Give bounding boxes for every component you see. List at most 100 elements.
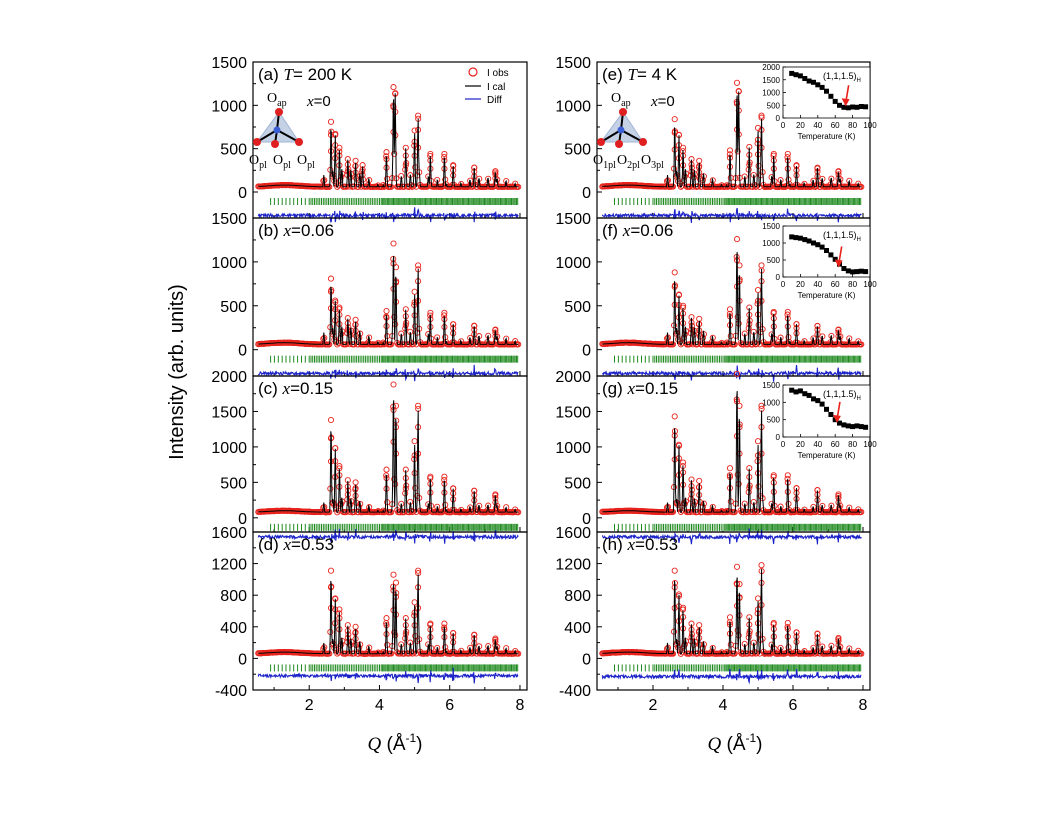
inset-point [845, 423, 851, 429]
panel-label: (g) x=0.15 [602, 379, 678, 398]
y-tick-label: 1600 [211, 525, 247, 542]
temp-symbol: T [284, 65, 295, 84]
obs-point [754, 286, 762, 294]
obs-point [383, 615, 390, 622]
y-axis-label: Intensity (arb. units) [166, 284, 188, 460]
inset-x-tick-label: 40 [813, 121, 822, 130]
inset-peak-label: (1,1,1.5)H [823, 71, 861, 84]
inset-point [837, 102, 842, 108]
obs-point [334, 341, 341, 348]
obs-point [677, 183, 684, 190]
series-cal [602, 91, 862, 188]
obs-point [671, 269, 678, 276]
obs-point [677, 341, 684, 348]
obs-point [784, 472, 791, 479]
obs-point [671, 413, 678, 420]
obs-point [383, 307, 390, 315]
label-o-planar-1: O1pl [593, 153, 616, 171]
inset-point [797, 235, 803, 241]
inset-point [850, 424, 856, 430]
inset-point [815, 398, 821, 404]
inset-point [824, 406, 829, 412]
inset-point [789, 234, 795, 240]
obs-point [411, 599, 418, 606]
x-value: =0.15 [290, 379, 333, 398]
x-tick-label: 8 [516, 697, 525, 714]
series-cal [602, 252, 862, 346]
panel-h: -400 0 400 800 1200 1600 2 4 6 8 (h) x=0.53 [555, 525, 871, 714]
obs-point [726, 147, 734, 154]
oxygen-atom [619, 108, 627, 116]
obs-point [726, 465, 734, 472]
inset-point [854, 423, 860, 429]
panel-g: 0 500 1000 1500 2000 (g) x=0.15 0 500 1000 1500 0 2… [555, 369, 877, 545]
obs-point [754, 124, 762, 131]
inset-peak-label: (1,1,1.5)H [823, 389, 861, 402]
oxygen-atom [639, 138, 647, 146]
inset-e: 0 500 1000 1500 2000 0 20 40 60 80 100 Temperature … [762, 63, 877, 141]
inset-y-tick-label: 1500 [762, 76, 780, 85]
obs-point [327, 275, 335, 282]
obs-point [336, 144, 343, 151]
inset-point [832, 98, 838, 104]
y-tick-label: 1200 [555, 557, 591, 574]
series-diff [602, 364, 862, 382]
panel-x-label: x=0 [650, 93, 675, 110]
inset-point [819, 84, 825, 90]
inset-point [845, 268, 851, 274]
y-tick-label: 0 [238, 185, 247, 202]
panel-letter: (b) [258, 221, 284, 240]
inset-x-tick-label: 80 [848, 440, 857, 449]
inset-point [832, 417, 838, 423]
x-symbol: x [283, 535, 292, 554]
obs-point [671, 116, 678, 123]
y-tick-label: 0 [582, 511, 591, 528]
panel-x-label: x=0 [306, 93, 331, 110]
inset-y-tick-label: 1500 [762, 381, 780, 390]
inset-point [819, 401, 825, 407]
x-tick-label: 6 [445, 697, 454, 714]
inset-point [858, 104, 864, 109]
y-tick-label: 400 [564, 620, 591, 637]
inset-y-tick-label: 500 [767, 256, 781, 265]
inset-point [802, 237, 808, 243]
inset-x-tick-label: 60 [831, 280, 840, 289]
series-cal [258, 574, 519, 655]
obs-point [415, 402, 422, 409]
series-cal [258, 255, 519, 346]
x-tick-label: 6 [789, 697, 798, 714]
oxygen-atom [275, 108, 283, 116]
panel-letter: (d) [258, 535, 284, 554]
x-symbol: x [282, 379, 291, 398]
inset-point [802, 391, 808, 397]
inset-point [850, 104, 856, 110]
label-o-planar-3: O3pl [641, 153, 664, 171]
y-tick-label: 500 [564, 299, 591, 316]
inset-point [811, 240, 816, 246]
series-bragg-ticks [614, 355, 862, 363]
inset-point [806, 238, 812, 244]
y-tick-label: 1000 [211, 255, 247, 272]
obs-point [411, 288, 418, 295]
inset-y-tick-label: 1000 [762, 239, 780, 248]
obs-point [415, 262, 422, 269]
x-value: =0.53 [635, 535, 678, 554]
inset-point [841, 104, 847, 110]
x-tick-label: 2 [305, 697, 314, 714]
inset-point [797, 388, 803, 394]
obs-point [680, 144, 687, 151]
series-diff [257, 207, 519, 223]
obs-point [677, 508, 684, 516]
inset-point [854, 269, 860, 275]
inset-point [789, 70, 795, 76]
obs-point [758, 562, 765, 569]
inset-x-tick-label: 100 [863, 280, 877, 289]
tetrahedron-diagram: Oap Opl Opl Opl x=0 [249, 91, 331, 171]
label-o-planar-3: Opl [297, 153, 315, 171]
series-bragg-ticks [614, 523, 862, 531]
inset-y-tick-label: 1500 [762, 222, 780, 231]
obs-point [334, 650, 341, 657]
x-axis-label-right: Q (Å-1) [707, 731, 762, 755]
y-tick-label: 1500 [555, 211, 591, 228]
panel-letter: (e) [602, 65, 628, 84]
